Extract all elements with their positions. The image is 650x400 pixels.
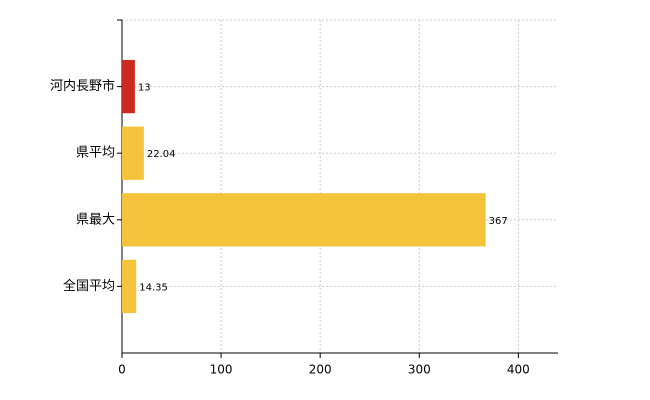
x-tick-label: 200 bbox=[309, 363, 332, 377]
bar bbox=[122, 193, 486, 247]
y-tick-label: 県最大 bbox=[76, 212, 115, 227]
bar bbox=[122, 126, 144, 180]
y-tick-label: 全国平均 bbox=[63, 278, 115, 294]
value-label: 14.35 bbox=[139, 282, 168, 293]
bar bbox=[122, 59, 135, 114]
bar bbox=[122, 259, 137, 314]
value-label: 13 bbox=[138, 83, 151, 94]
value-label: 22.04 bbox=[147, 149, 176, 160]
y-tick-label: 河内長野市 bbox=[50, 78, 115, 94]
value-label: 367 bbox=[489, 216, 508, 227]
y-tick-label: 県平均 bbox=[76, 146, 115, 161]
x-tick-label: 400 bbox=[507, 363, 530, 377]
x-tick-label: 100 bbox=[210, 363, 233, 377]
x-tick-label: 0 bbox=[118, 363, 126, 377]
x-tick-label: 300 bbox=[408, 363, 431, 377]
